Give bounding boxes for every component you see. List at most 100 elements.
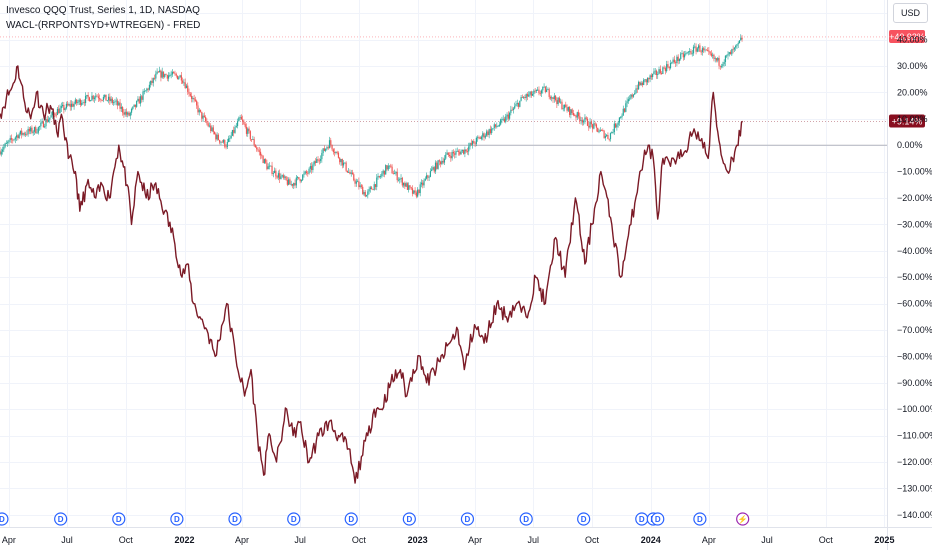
candle-body <box>23 133 25 135</box>
candle-body <box>623 108 626 112</box>
dividend-marker[interactable] <box>112 512 126 526</box>
compare-series-legend[interactable]: WACL-(RRPONTSYD+WTREGEN) - FRED <box>6 20 201 31</box>
candle-body <box>65 103 68 109</box>
candle-body <box>211 127 213 131</box>
candle-body <box>291 184 294 186</box>
candle-body <box>569 107 571 115</box>
candle-body <box>456 150 458 152</box>
candle-body <box>719 65 721 67</box>
dividend-marker[interactable] <box>54 512 68 526</box>
candle-body <box>165 74 167 76</box>
candle-body <box>556 100 558 105</box>
candle-body <box>32 131 34 133</box>
candle-body <box>442 160 444 163</box>
candle-body <box>224 140 226 147</box>
candle-body <box>549 96 552 99</box>
candle-body <box>630 94 632 99</box>
dividend-marker[interactable] <box>170 512 184 526</box>
candle-body <box>698 45 700 49</box>
candle-body <box>148 84 151 90</box>
x-axis[interactable]: Apr Jul Oct 2022 Apr Jul Oct 2023 Apr Jul Oct 2024 A… <box>2 535 895 545</box>
candle-body <box>159 70 161 73</box>
candle-body <box>120 107 122 109</box>
candle-body <box>703 48 705 51</box>
candle-body <box>457 150 460 152</box>
main-series-legend[interactable]: Invesco QQQ Trust, Series 1, 1D, NASDAQ <box>6 5 200 16</box>
candle-body <box>220 141 222 143</box>
candle-body <box>704 49 706 51</box>
candle-body <box>197 105 199 113</box>
candle-body <box>427 175 429 178</box>
x-tick-label: Jul <box>527 535 539 545</box>
candle-body <box>470 143 472 145</box>
candle-body <box>49 117 51 120</box>
y-tick-label: −110.00% <box>897 431 932 441</box>
candle-body <box>668 67 670 69</box>
x-tick-label: Apr <box>235 535 249 545</box>
candle-body <box>635 88 637 94</box>
candle-body <box>74 99 76 104</box>
event-marker-label: D <box>697 515 703 524</box>
candle-body <box>691 53 693 55</box>
candle-body <box>608 138 610 140</box>
candle-body <box>537 89 539 91</box>
candle-body <box>203 115 205 118</box>
dividend-marker[interactable] <box>577 512 591 526</box>
x-tick-label: 2025 <box>874 535 894 545</box>
candle-body <box>8 140 10 143</box>
candle-body <box>127 112 129 115</box>
candle-body <box>652 73 654 78</box>
x-tick-label: Apr <box>468 535 482 545</box>
event-markers[interactable]: DDDDDDDDDDDDDDD⚡ <box>0 512 750 526</box>
candle-body <box>282 175 285 178</box>
dividend-marker[interactable] <box>519 512 533 526</box>
candle-body <box>717 57 719 61</box>
candle-body <box>258 150 260 152</box>
dividend-marker[interactable] <box>693 512 707 526</box>
candle-body <box>607 134 609 139</box>
dividend-marker[interactable] <box>651 512 665 526</box>
candle-body <box>78 99 80 103</box>
candle-body <box>544 86 546 92</box>
candle-body <box>594 123 596 125</box>
candle-body <box>179 75 181 78</box>
dividend-marker[interactable] <box>402 512 416 526</box>
candle-body <box>538 89 540 94</box>
candle-body <box>631 94 633 97</box>
candle-body <box>125 111 128 115</box>
candle-body <box>182 80 184 83</box>
dividend-marker[interactable] <box>0 512 9 526</box>
candle-body <box>19 130 22 135</box>
candle-body <box>69 104 71 107</box>
candle-body <box>225 146 227 148</box>
candle-body <box>390 165 392 167</box>
currency-button[interactable]: USD <box>893 3 928 23</box>
candle-body <box>294 183 296 186</box>
candle-body <box>466 151 469 153</box>
y-tick-label: 20.00% <box>897 87 928 97</box>
candle-body <box>709 51 711 54</box>
candle-body <box>239 116 241 118</box>
candle-body <box>73 103 75 107</box>
candle-body <box>252 139 254 141</box>
candle-body <box>307 173 309 174</box>
y-axis[interactable]: 50.00%40.00%30.00%20.00%10.00%0.00%−10.0… <box>897 8 932 520</box>
candle-body <box>644 79 646 81</box>
candle-body <box>27 128 29 135</box>
candle-body <box>97 96 99 99</box>
candle-body <box>123 112 125 115</box>
dividend-marker[interactable] <box>228 512 242 526</box>
candle-body <box>12 139 14 141</box>
candle-body <box>275 170 277 177</box>
dividend-marker[interactable] <box>460 512 475 526</box>
candle-body <box>21 130 23 135</box>
candle-body <box>157 71 159 73</box>
dividend-marker[interactable] <box>344 512 358 526</box>
event-marker[interactable] <box>736 512 750 526</box>
candle-body <box>681 53 683 55</box>
candle-body <box>445 154 447 159</box>
candle-body <box>400 177 402 180</box>
candle-body <box>285 176 287 181</box>
dividend-marker[interactable] <box>287 512 301 526</box>
